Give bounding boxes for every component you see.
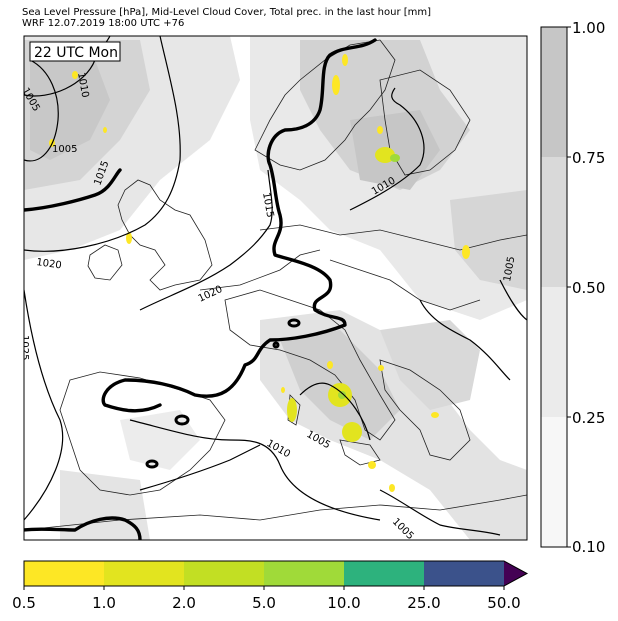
cloud-tick-label: 0.75 (572, 149, 605, 167)
chart-title: Sea Level Pressure [hPa], Mid-Level Clou… (22, 7, 432, 18)
isobar-label: 1010 (75, 72, 90, 99)
cloud-tick-label: 1.00 (572, 19, 605, 37)
time-badge: 22 UTC Mon (29, 41, 121, 62)
precip-tick-label: 10.0 (327, 594, 360, 612)
precip-colorbar-frame (23, 560, 529, 587)
cloud-tick-label: 0.50 (572, 279, 605, 297)
map-panel: 1005 1010 1015 1005 1020 1020 1015 1025 … (19, 35, 528, 541)
precip-tick-label: 25.0 (407, 594, 440, 612)
isobar-label: 1020 (36, 257, 63, 271)
precip-tick-label: 5.0 (252, 594, 276, 612)
isobar-label: 1025 (19, 335, 30, 360)
cloud-bin-50-25 (541, 287, 567, 417)
precipitation-colorbar: 0.5 1.0 2.0 5.0 10.0 25.0 50.0 (12, 560, 529, 612)
precip-bin-0 (24, 561, 104, 586)
precip-bin-3 (264, 561, 344, 586)
isobars-thin (24, 36, 527, 536)
precip-tick-label: 2.0 (172, 594, 196, 612)
precip-tick-label: 0.5 (12, 594, 36, 612)
cloud-bin-25-10 (541, 417, 567, 547)
precip-tick-label: 50.0 (487, 594, 520, 612)
time-badge-text: 22 UTC Mon (34, 45, 118, 61)
isobar-label: 1005 (502, 256, 517, 283)
pressure-cells (145, 318, 301, 469)
precip-bin-2 (184, 561, 264, 586)
isobar-label: 1005 (52, 144, 77, 155)
isobar-1015-thick (24, 38, 377, 540)
cloud-bin-75-50 (541, 157, 567, 287)
precip-bin-1 (104, 561, 184, 586)
cloud-bin-100-75 (541, 27, 567, 157)
cloud-tick-label: 0.25 (572, 409, 605, 427)
isobar-label: 1015 (260, 192, 275, 219)
precip-bin-4 (344, 561, 424, 586)
map-frame (23, 35, 528, 541)
precip-tick-label: 1.0 (92, 594, 116, 612)
model-run-subtitle: WRF 12.07.2019 18:00 UTC +76 (22, 18, 185, 29)
precip-bin-5 (424, 561, 504, 586)
precip-extend-arrow (504, 561, 527, 586)
cloud-cover-colorbar: 1.00 0.75 0.50 0.25 0.10 (540, 19, 605, 556)
cloud-tick-label: 0.10 (572, 538, 605, 556)
coastlines-layer (24, 39, 527, 531)
